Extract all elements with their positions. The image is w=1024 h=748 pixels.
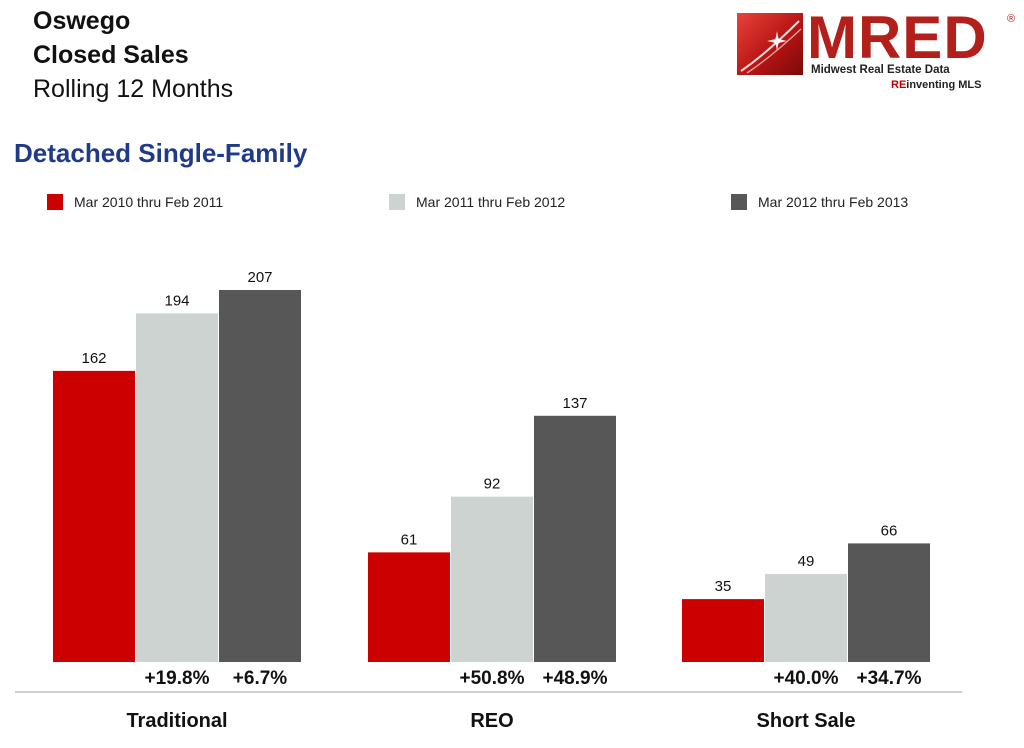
legend-swatch-series-1 xyxy=(47,194,63,210)
bar-1-2 xyxy=(534,415,616,662)
bar-value-label-1-2: 137 xyxy=(562,395,587,412)
mred-logo: MRED ® Midwest Real Estate Data REinvent… xyxy=(737,7,1017,93)
legend-label-series-1: Mar 2010 thru Feb 2011 xyxy=(74,194,224,210)
bar-0-0 xyxy=(53,370,135,662)
category-label-1: REO xyxy=(470,710,513,732)
change-label-2-0: +40.0% xyxy=(774,668,839,689)
bar-0-2 xyxy=(219,290,301,662)
bar-value-label-0-2: 207 xyxy=(247,269,272,286)
legend-item-series-3: Mar 2012 thru Feb 2013 xyxy=(731,193,908,211)
bar-value-label-2-2: 66 xyxy=(881,522,898,539)
bar-0-1 xyxy=(136,313,218,662)
change-label-1-1: +48.9% xyxy=(543,668,608,689)
logo-tagline-rest: inventing MLS xyxy=(906,79,982,91)
legend-item-series-2: Mar 2011 thru Feb 2012 xyxy=(389,193,565,211)
category-label-2: Short Sale xyxy=(757,710,856,732)
logo-tagline: REinventing MLS xyxy=(891,79,981,91)
bar-value-label-1-1: 92 xyxy=(484,476,501,493)
bar-2-2 xyxy=(848,543,930,662)
bar-2-1 xyxy=(765,573,847,662)
period-title: Rolling 12 Months xyxy=(33,75,234,103)
logo-subtitle: Midwest Real Estate Data xyxy=(811,64,950,76)
category-label-0: Traditional xyxy=(126,710,227,732)
bar-value-label-2-0: 35 xyxy=(715,578,732,595)
bar-1-0 xyxy=(368,552,450,662)
logo-emblem-icon xyxy=(737,13,803,75)
change-label-0-0: +19.8% xyxy=(145,668,210,689)
metric-title: Closed Sales xyxy=(33,41,189,69)
legend-swatch-series-2 xyxy=(389,194,405,210)
location-title: Oswego xyxy=(33,7,131,35)
bar-value-label-2-1: 49 xyxy=(798,553,815,570)
legend-label-series-2: Mar 2011 thru Feb 2012 xyxy=(416,194,566,210)
change-label-2-1: +34.7% xyxy=(857,668,922,689)
legend-label-series-3: Mar 2012 thru Feb 2013 xyxy=(758,194,909,210)
bar-value-label-1-0: 61 xyxy=(401,531,418,548)
change-label-1-0: +50.8% xyxy=(460,668,525,689)
title-block: Oswego Closed Sales Rolling 12 Months xyxy=(33,4,233,106)
bar-1-1 xyxy=(451,496,533,662)
registered-mark: ® xyxy=(1007,13,1016,25)
legend-item-series-1: Mar 2010 thru Feb 2011 xyxy=(47,193,223,211)
change-label-0-1: +6.7% xyxy=(233,668,288,689)
logo-wordmark: MRED xyxy=(807,4,988,71)
bar-2-0 xyxy=(682,599,764,662)
section-title: Detached Single-Family xyxy=(14,138,308,168)
logo-tagline-prefix: RE xyxy=(891,79,907,91)
bar-value-label-0-1: 194 xyxy=(164,292,189,309)
bar-value-label-0-0: 162 xyxy=(81,350,106,367)
legend-swatch-series-3 xyxy=(731,194,747,210)
